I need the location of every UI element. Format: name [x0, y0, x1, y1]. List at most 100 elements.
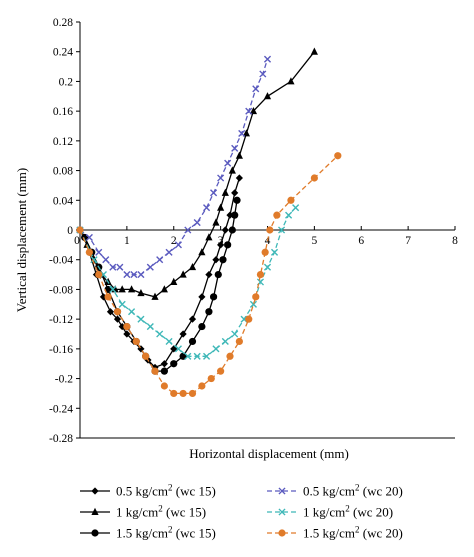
data-point	[179, 389, 187, 398]
data-point	[198, 293, 206, 301]
legend-item: 0.5 kg/cm2 (wc 20)	[267, 483, 403, 499]
y-tick-label: -0.08	[49, 284, 73, 296]
data-point	[188, 262, 197, 271]
data-point	[123, 330, 131, 338]
data-point	[118, 300, 126, 308]
series-line	[79, 51, 315, 298]
data-point	[151, 292, 159, 300]
x-tick-label: 5	[312, 235, 318, 247]
data-point	[132, 337, 140, 346]
legend-swatch-marker	[278, 487, 286, 495]
data-point	[205, 270, 213, 279]
legend-swatch-marker	[91, 507, 99, 515]
data-point	[188, 315, 197, 323]
series-6	[76, 152, 342, 398]
data-point	[156, 330, 164, 338]
legend-label: 1.5 kg/cm2 (wc 15)	[116, 525, 216, 541]
data-point	[151, 363, 159, 372]
data-point	[205, 233, 213, 241]
data-point	[116, 263, 124, 271]
data-point	[85, 248, 93, 256]
data-point	[235, 174, 243, 182]
data-point	[249, 106, 258, 115]
y-tick-label: 0.24	[53, 47, 73, 59]
x-axis-title: Horizontal displacement (mm)	[189, 446, 349, 461]
x-tick-label: 1	[124, 235, 130, 247]
data-point	[226, 352, 234, 360]
data-point	[198, 322, 206, 331]
data-point	[219, 256, 227, 264]
data-point	[292, 204, 300, 212]
data-point	[203, 204, 211, 212]
data-point	[217, 367, 225, 375]
data-point	[273, 211, 281, 219]
data-point	[263, 263, 272, 271]
data-point	[165, 337, 173, 345]
legend-item: 1 kg/cm2 (wc 20)	[267, 504, 393, 520]
data-point	[263, 92, 272, 100]
data-point	[184, 226, 192, 234]
data-point	[184, 352, 192, 360]
legend-label: 1 kg/cm2 (wc 20)	[303, 504, 393, 520]
data-point	[221, 188, 229, 196]
data-point	[179, 270, 187, 278]
data-point	[231, 144, 239, 152]
data-point	[104, 293, 112, 301]
data-point	[235, 151, 243, 159]
data-point	[214, 270, 222, 279]
data-point	[245, 107, 253, 115]
data-point	[106, 308, 115, 316]
y-tick-label: 0.12	[53, 136, 73, 148]
data-point	[102, 256, 110, 264]
data-point	[285, 211, 293, 219]
data-point	[113, 315, 122, 323]
data-point	[188, 389, 197, 398]
legend-swatch-marker	[91, 529, 99, 537]
data-point	[193, 352, 201, 360]
data-point	[170, 277, 178, 285]
data-point	[109, 263, 117, 271]
data-point	[95, 248, 103, 256]
data-point	[170, 389, 178, 398]
data-point	[287, 196, 295, 204]
data-point	[231, 211, 239, 219]
series-2	[76, 47, 318, 300]
data-point	[128, 308, 136, 316]
data-point	[85, 233, 93, 241]
data-point	[210, 189, 218, 197]
data-point	[224, 159, 232, 167]
data-point	[266, 226, 274, 234]
y-axis-title: Vertical displacement (mm)	[14, 168, 29, 312]
data-point	[261, 248, 269, 256]
x-tick-label: 0	[74, 235, 80, 247]
y-tick-label: -0.16	[49, 344, 73, 356]
data-point	[212, 345, 220, 353]
data-point	[193, 219, 201, 227]
data-point	[221, 337, 229, 345]
y-tick-label: 0.08	[53, 166, 73, 178]
data-point	[123, 271, 131, 279]
data-point	[188, 337, 197, 346]
y-tick-label: -0.24	[49, 403, 73, 415]
data-point	[212, 256, 220, 264]
x-tick-label: 6	[358, 235, 364, 247]
data-point	[245, 315, 253, 323]
data-point	[137, 315, 145, 323]
data-point	[160, 382, 168, 390]
data-point	[287, 77, 295, 85]
data-point	[137, 271, 145, 279]
data-point	[76, 226, 84, 234]
data-point	[205, 308, 213, 316]
data-point	[146, 263, 154, 271]
data-point	[146, 323, 154, 331]
legend-label: 0.5 kg/cm2 (wc 15)	[116, 483, 216, 499]
data-point	[118, 322, 126, 331]
data-point	[90, 256, 98, 264]
data-point	[170, 345, 178, 353]
legend-item: 1 kg/cm2 (wc 15)	[80, 504, 206, 520]
data-point	[113, 308, 122, 316]
data-point	[95, 270, 103, 279]
legend-label: 1.5 kg/cm2 (wc 20)	[303, 525, 403, 541]
